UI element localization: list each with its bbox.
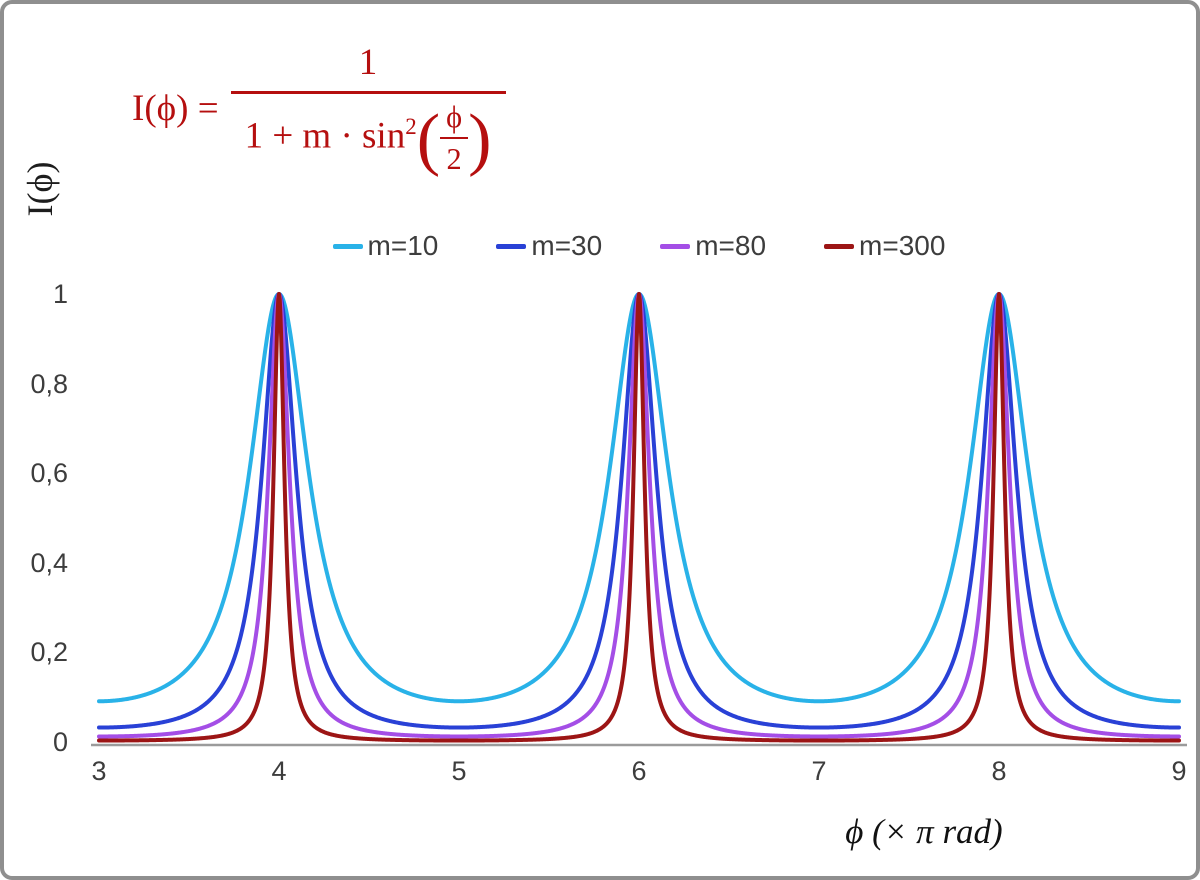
inner-denominator: 2 (446, 142, 462, 177)
legend-line-swatch (496, 243, 527, 249)
x-tick-label: 8 (991, 756, 1007, 786)
legend-line-swatch (660, 243, 691, 249)
series-line-m=30 (97, 292, 1181, 730)
y-tick-label: 0,8 (30, 368, 68, 399)
legend-line-swatch (332, 243, 363, 249)
y-axis-title: I(ϕ) (20, 161, 60, 217)
legend-label: m=10 (367, 230, 439, 261)
x-tick-label: 6 (631, 756, 647, 786)
x-tick-label: 4 (271, 756, 287, 786)
x-axis-title: ϕ (× π rad) (845, 812, 1003, 851)
right-paren: ) (468, 99, 492, 178)
x-tick-label: 3 (91, 756, 107, 786)
y-tick-label: 0,2 (30, 637, 68, 668)
y-tick-label: 0,4 (30, 547, 68, 578)
legend-item-m=300: m=300 (824, 230, 945, 262)
legend-item-m=30: m=30 (496, 230, 602, 262)
legend-label: m=30 (531, 230, 603, 261)
legend-line-swatch (824, 243, 855, 249)
y-tick-label: 0,6 (30, 458, 68, 489)
legend-label: m=80 (695, 230, 767, 261)
left-paren: ( (416, 99, 441, 178)
x-tick-label: 9 (1171, 756, 1187, 786)
y-tick-label: 0 (52, 727, 68, 757)
legend-label: m=300 (859, 230, 946, 261)
series-line-m=300 (97, 292, 1181, 743)
series-line-m=80 (97, 292, 1181, 739)
formula-annotation: I(ϕ) = 1 1 + m · sin2(ϕ 2) (132, 42, 506, 177)
x-tick-label: 5 (451, 756, 467, 786)
legend-item-m=10: m=10 (332, 230, 439, 262)
legend: m=10 m=30 m=80 m=300 (99, 230, 1179, 262)
legend-item-m=80: m=80 (660, 230, 766, 262)
x-tick-label: 7 (811, 756, 827, 786)
formula-numerator: 1 (230, 42, 506, 94)
formula-lhs: I(ϕ) = (132, 88, 219, 130)
plot-area (91, 292, 1187, 747)
inner-numerator: ϕ (440, 100, 469, 140)
formula-exponent: 2 (405, 113, 417, 139)
formula-denominator: 1 + m · sin2(ϕ 2) (231, 94, 506, 178)
y-tick-label: 1 (52, 279, 68, 309)
formula-denominator-text: 1 + m · sin (244, 114, 406, 156)
